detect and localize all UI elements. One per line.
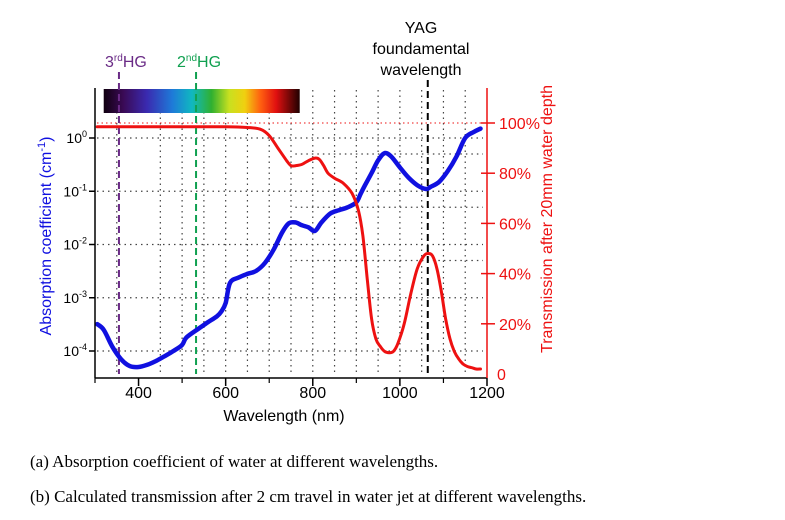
hg3-label: 3rdHG: [105, 53, 147, 71]
reference-lines: [117, 72, 429, 374]
y-right-tick-label: 60%: [499, 216, 531, 233]
y-left-tick-label: 10-1: [63, 182, 87, 199]
y-right-tick-label: 100%: [499, 116, 540, 133]
axes: 400 600 800 1000 1200 100 10-1 10-2 10-3 10-4 0 20%…: [63, 88, 540, 402]
y-left-tick-label: 100: [66, 129, 87, 146]
yag-label-line-3: wavelength: [380, 62, 462, 79]
y-axis-left-label: Absorption coefficient (cm-1): [36, 137, 55, 336]
absorption-curve: [94, 126, 483, 370]
y-right-tick-label: 20%: [499, 317, 531, 334]
x-tick-label: 400: [125, 385, 152, 402]
x-tick-label: 1200: [469, 385, 505, 402]
x-tick-label: 1000: [382, 385, 418, 402]
visible-spectrum-bar: [103, 89, 300, 113]
caption-a: (a) Absorption coefficient of water at d…: [30, 452, 439, 471]
grid-lines: [97, 90, 487, 374]
y-right-tick-label: 40%: [499, 267, 531, 284]
yag-label-line-1: YAG: [405, 20, 438, 37]
hg2-label: 2ndHG: [177, 53, 221, 71]
chart: 400 600 800 1000 1200 100 10-1 10-2 10-3 10-4 0 20%…: [36, 20, 556, 425]
y-left-tick-label: 10-3: [63, 289, 87, 306]
y-axis-right-label: Transmission after 20mm water depth: [539, 85, 556, 353]
transmission-curve: [95, 125, 482, 371]
x-tick-label: 800: [299, 385, 326, 402]
y-left-tick-label: 10-4: [63, 342, 87, 359]
yag-label-line-2: foundamental: [373, 41, 470, 58]
y-right-tick-label: 80%: [499, 166, 531, 183]
y-right-tick-label: 0: [497, 367, 506, 384]
caption-b: (b) Calculated transmission after 2 cm t…: [30, 487, 587, 506]
x-axis-label: Wavelength (nm): [223, 408, 344, 425]
y-left-tick-label: 10-2: [63, 236, 87, 253]
x-tick-label: 600: [212, 385, 239, 402]
